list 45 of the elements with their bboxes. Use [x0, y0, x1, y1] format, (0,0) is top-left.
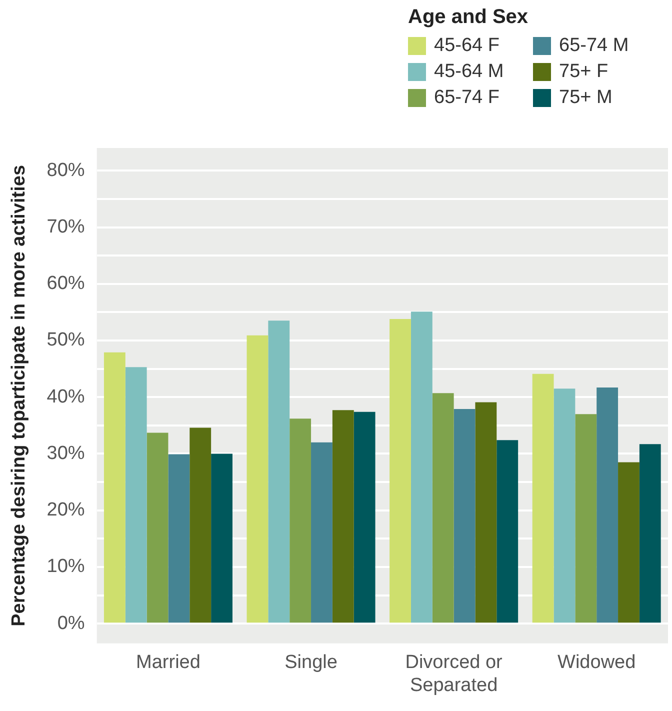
bar	[532, 374, 554, 623]
bar	[596, 387, 618, 623]
bar	[146, 432, 168, 623]
bar	[410, 312, 432, 623]
y-tick-label: 20%	[46, 500, 85, 521]
legend-title: Age and Sex	[408, 6, 530, 29]
bar	[454, 409, 476, 623]
y-axis-title: Percentage desiring toparticipate in more activities	[8, 164, 30, 626]
bar	[190, 428, 212, 623]
legend-label: 45-64 M	[434, 61, 504, 83]
bar	[332, 410, 354, 623]
bar	[268, 320, 290, 623]
x-tick-label: Single	[284, 652, 338, 674]
y-tick-label: 80%	[46, 160, 85, 181]
y-tick-label: 30%	[46, 442, 85, 464]
bar	[311, 442, 332, 623]
bar	[168, 454, 190, 623]
y-tick-label: 70%	[46, 216, 85, 238]
y-tick-label: 0%	[57, 612, 85, 634]
bar	[390, 318, 411, 623]
bar	[246, 335, 268, 623]
legend-label: 75+ M	[559, 87, 612, 109]
bar	[475, 402, 497, 623]
bar	[575, 414, 597, 623]
legend-label: 45-64 F	[434, 35, 500, 57]
x-tick-label: Widowed	[558, 652, 636, 674]
bar	[354, 412, 376, 623]
legend-label: 65-74 M	[559, 35, 629, 57]
y-tick-label: 60%	[46, 273, 85, 294]
bar	[618, 462, 640, 623]
x-tick-label: Divorced or Separated	[405, 652, 504, 696]
bar	[432, 393, 454, 623]
y-tick-label: 40%	[46, 386, 85, 408]
y-tick-label: 50%	[46, 330, 85, 351]
legend-label: 65-74 F	[434, 87, 500, 109]
bar	[496, 440, 518, 623]
bar	[554, 388, 576, 623]
bar	[639, 444, 661, 623]
bar	[290, 418, 312, 623]
x-tick-label: Married	[136, 652, 200, 674]
legend-label: 75+ F	[559, 61, 608, 83]
bar	[104, 352, 126, 623]
y-tick-label: 10%	[46, 556, 85, 578]
bar	[125, 367, 147, 623]
bar	[211, 454, 232, 623]
